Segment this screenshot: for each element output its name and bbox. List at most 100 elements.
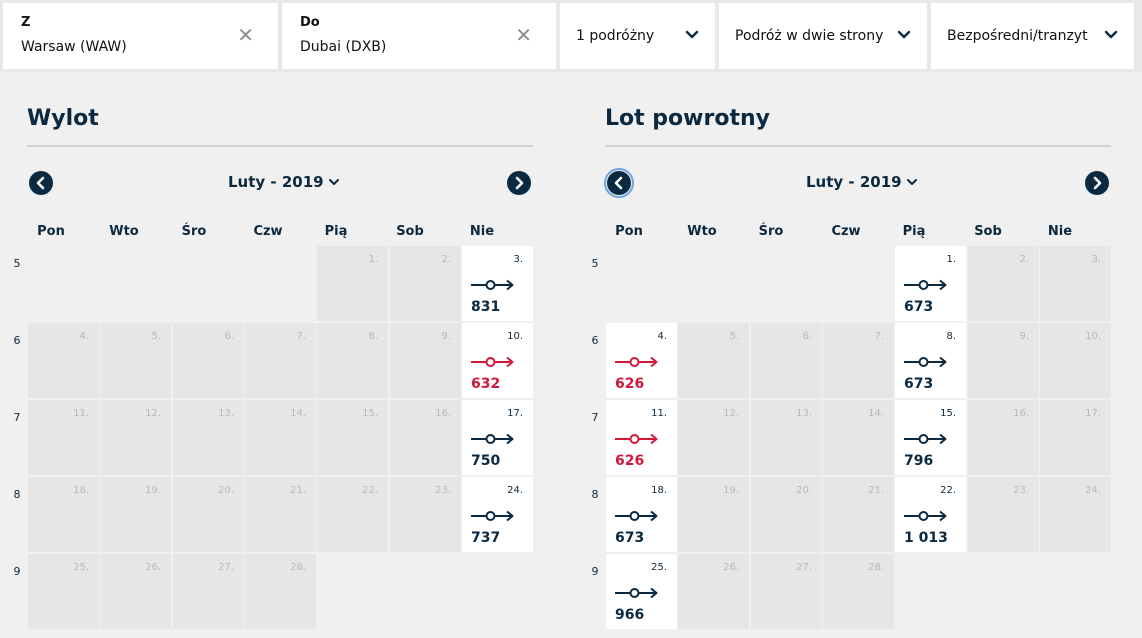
calendar-day: 6. bbox=[751, 323, 822, 398]
calendar-day: 5. bbox=[678, 323, 749, 398]
chevron-right-icon bbox=[515, 176, 524, 190]
calendar-day: 17. bbox=[1040, 400, 1111, 475]
calendar-day: 21. bbox=[245, 477, 316, 552]
day-number: 19. bbox=[723, 485, 739, 496]
day-number: 23. bbox=[1013, 485, 1029, 496]
day-price: 626 bbox=[615, 376, 645, 392]
calendar-day: 28. bbox=[823, 554, 894, 629]
day-number: 18. bbox=[73, 485, 89, 496]
day-number: 25. bbox=[73, 562, 89, 573]
day-number: 1. bbox=[368, 254, 378, 265]
weekday-header: Wto bbox=[109, 224, 139, 239]
clear-origin-icon[interactable]: ✕ bbox=[237, 23, 254, 47]
day-number: 14. bbox=[290, 408, 306, 419]
calendar-day: 27. bbox=[173, 554, 244, 629]
day-number: 4. bbox=[657, 331, 667, 342]
day-price: 673 bbox=[615, 530, 645, 546]
outbound-month-selector[interactable]: Luty - 2019 bbox=[228, 173, 340, 191]
outbound-next-month-button[interactable] bbox=[507, 171, 531, 195]
day-number: 22. bbox=[362, 485, 378, 496]
day-number: 5. bbox=[729, 331, 739, 342]
chevron-left-icon bbox=[614, 176, 623, 190]
day-price: 673 bbox=[904, 376, 934, 392]
stops-dropdown[interactable]: Bezpośredni/tranzyt bbox=[931, 3, 1134, 69]
chevron-down-icon bbox=[906, 179, 917, 185]
calendar-day: 4. bbox=[28, 323, 99, 398]
origin-value[interactable]: Warsaw (WAW) bbox=[21, 39, 127, 55]
flight-route-icon bbox=[615, 507, 659, 526]
calendar-day: 7. bbox=[823, 323, 894, 398]
destination-label: Do bbox=[300, 15, 320, 30]
clear-destination-icon[interactable]: ✕ bbox=[515, 23, 532, 47]
calendar-day-available[interactable]: 18. 673 bbox=[606, 477, 677, 552]
day-price: 1 013 bbox=[904, 530, 948, 546]
calendar-day-available[interactable]: 1. 673 bbox=[895, 246, 966, 321]
day-price: 966 bbox=[615, 607, 645, 623]
calendar-day: 23. bbox=[390, 477, 461, 552]
chevron-down-icon bbox=[328, 179, 339, 185]
calendar-day: 27. bbox=[751, 554, 822, 629]
day-number: 2. bbox=[1019, 254, 1029, 265]
day-number: 17. bbox=[507, 408, 523, 419]
flight-route-icon bbox=[471, 276, 515, 295]
destination-value[interactable]: Dubai (DXB) bbox=[300, 39, 387, 55]
calendar-day-available[interactable]: 3. 831 bbox=[462, 246, 533, 321]
calendar-day-available[interactable]: 22. 1 013 bbox=[895, 477, 966, 552]
return-prev-month-button[interactable] bbox=[604, 168, 634, 198]
weekday-header: Czw bbox=[253, 224, 283, 239]
week-number: 8 bbox=[13, 488, 21, 501]
destination-field[interactable]: Do Dubai (DXB) ✕ bbox=[282, 3, 556, 69]
calendar-day: 23. bbox=[968, 477, 1039, 552]
calendar-day-available[interactable]: 4. 626 bbox=[606, 323, 677, 398]
return-next-month-button[interactable] bbox=[1085, 171, 1109, 195]
calendar-day: 14. bbox=[245, 400, 316, 475]
divider bbox=[27, 145, 533, 147]
week-number: 6 bbox=[13, 334, 21, 347]
calendar-day: 16. bbox=[968, 400, 1039, 475]
calendar-day-available[interactable]: 17. 750 bbox=[462, 400, 533, 475]
calendar-day-available[interactable]: 24. 737 bbox=[462, 477, 533, 552]
calendar-day-available[interactable]: 15. 796 bbox=[895, 400, 966, 475]
return-month-selector[interactable]: Luty - 2019 bbox=[806, 173, 918, 191]
calendar-day: 19. bbox=[678, 477, 749, 552]
day-number: 23. bbox=[435, 485, 451, 496]
day-number: 8. bbox=[946, 331, 956, 342]
outbound-title: Wylot bbox=[27, 106, 99, 131]
weekday-header: Pon bbox=[615, 224, 643, 239]
calendar-day: 22. bbox=[317, 477, 388, 552]
day-number: 3. bbox=[1091, 254, 1101, 265]
trip-type-dropdown[interactable]: Podróż w dwie strony bbox=[719, 3, 927, 69]
day-number: 9. bbox=[1019, 331, 1029, 342]
calendar-day: 26. bbox=[678, 554, 749, 629]
weekday-header: Pią bbox=[324, 224, 348, 239]
day-number: 9. bbox=[441, 331, 451, 342]
outbound-prev-month-button[interactable] bbox=[29, 171, 53, 195]
day-number: 7. bbox=[296, 331, 306, 342]
day-price: 831 bbox=[471, 299, 501, 315]
origin-field[interactable]: Z Warsaw (WAW) ✕ bbox=[3, 3, 278, 69]
calendar-day: 3. bbox=[1040, 246, 1111, 321]
day-number: 12. bbox=[145, 408, 161, 419]
calendar-day-available[interactable]: 25. 966 bbox=[606, 554, 677, 629]
day-number: 15. bbox=[362, 408, 378, 419]
calendar-day-available[interactable]: 11. 626 bbox=[606, 400, 677, 475]
calendar-day: 10. bbox=[1040, 323, 1111, 398]
flight-route-icon bbox=[904, 507, 948, 526]
travelers-value: 1 podróżny bbox=[576, 28, 655, 44]
day-number: 21. bbox=[290, 485, 306, 496]
day-number: 12. bbox=[723, 408, 739, 419]
calendar-day-available[interactable]: 8. 673 bbox=[895, 323, 966, 398]
day-number: 18. bbox=[651, 485, 667, 496]
calendar-day: 2. bbox=[390, 246, 461, 321]
day-number: 16. bbox=[1013, 408, 1029, 419]
week-number: 9 bbox=[591, 565, 599, 578]
calendar-day: 7. bbox=[245, 323, 316, 398]
weekday-header: Śro bbox=[181, 224, 207, 239]
chevron-down-icon bbox=[685, 30, 699, 39]
travelers-dropdown[interactable]: 1 podróżny bbox=[560, 3, 715, 69]
calendar-day-available[interactable]: 10. 632 bbox=[462, 323, 533, 398]
day-price: 626 bbox=[615, 453, 645, 469]
calendar-day: 24. bbox=[1040, 477, 1111, 552]
chevron-right-icon bbox=[1093, 176, 1102, 190]
flight-route-icon bbox=[904, 430, 948, 449]
